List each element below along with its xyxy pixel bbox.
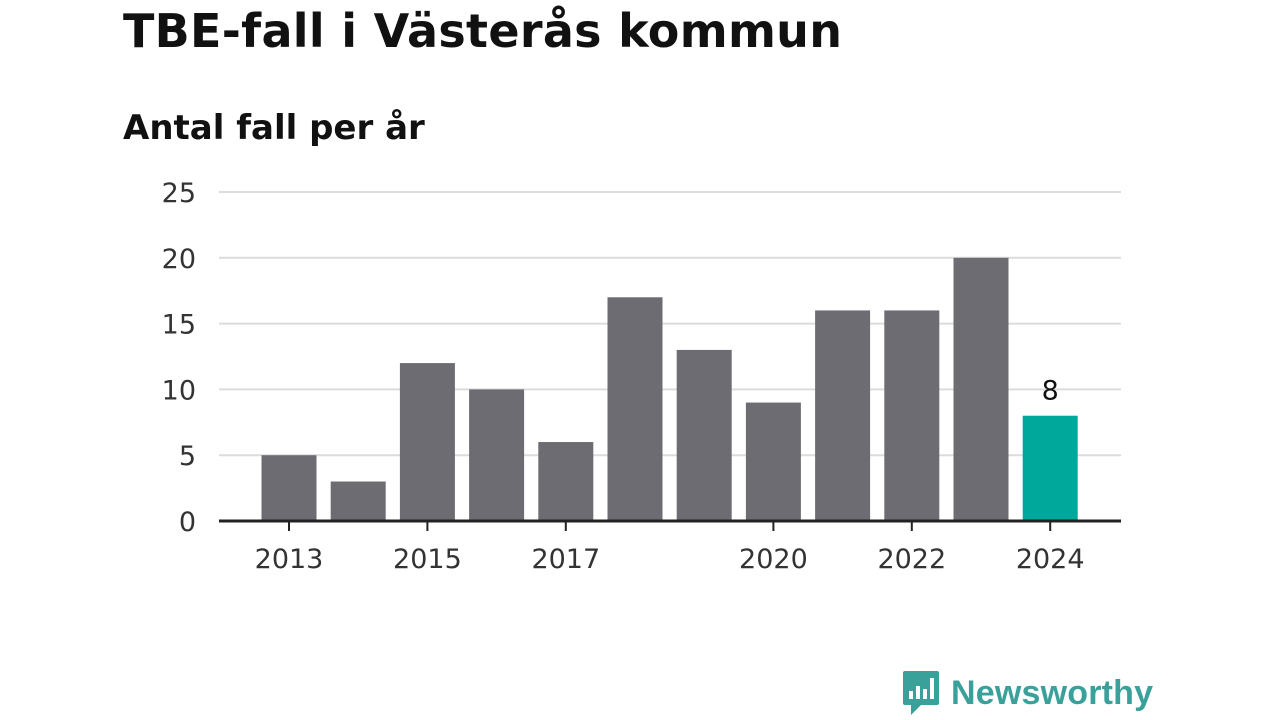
bar-2019 [676, 349, 732, 521]
x-tick-label: 2024 [1016, 544, 1085, 575]
bar-2013 [261, 455, 317, 521]
y-tick-label: 25 [162, 178, 196, 209]
bar-2022 [884, 310, 940, 521]
bar-2014 [330, 481, 386, 521]
bar-2016 [469, 389, 525, 521]
x-axis [219, 519, 1121, 531]
bars [261, 257, 1078, 521]
brand-logo: Newsworthy [901, 669, 1153, 717]
bar-2021 [815, 310, 871, 521]
bar-2024 [1022, 415, 1078, 521]
bar-2023 [953, 257, 1009, 521]
bar-2015 [399, 363, 455, 521]
y-axis-tick-labels: 0 5 10 15 20 25 [162, 178, 196, 538]
x-tick-label: 2017 [531, 544, 600, 575]
x-tick-label: 2022 [877, 544, 946, 575]
x-axis-tick-labels: 2013 2015 2017 2020 2022 2024 [255, 544, 1085, 575]
x-tick-label: 2013 [255, 544, 324, 575]
y-tick-label: 15 [162, 310, 196, 341]
y-tick-label: 5 [179, 441, 196, 472]
chart-subtitle: Antal fall per år [123, 108, 425, 148]
bar-2018 [607, 297, 663, 521]
y-tick-label: 20 [162, 244, 196, 275]
x-tick-label: 2020 [739, 544, 808, 575]
bar-2020 [745, 402, 801, 521]
y-tick-label: 0 [179, 507, 196, 538]
newsworthy-logo-icon [903, 671, 939, 715]
data-labels: 8 [1042, 376, 1059, 407]
x-tick-label: 2015 [393, 544, 462, 575]
chart-title: TBE-fall i Västerås kommun [123, 4, 843, 58]
bar-2017 [538, 442, 594, 521]
data-label-2024: 8 [1042, 376, 1059, 407]
y-tick-label: 10 [162, 375, 196, 406]
brand-name: Newsworthy [951, 673, 1154, 712]
